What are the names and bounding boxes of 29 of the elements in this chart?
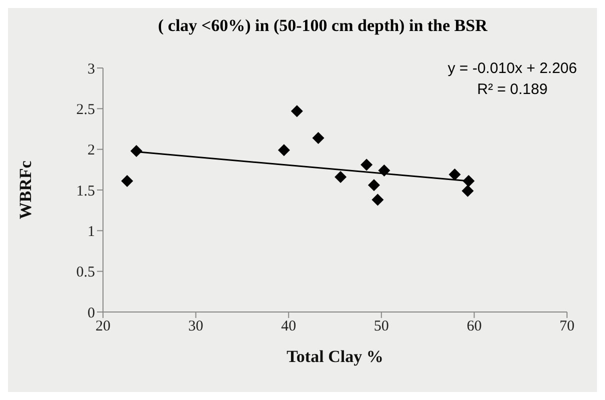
point [448,168,461,181]
x-tick-label: 70 [560,318,574,335]
x-tick-label: 20 [96,318,110,335]
point [368,179,380,192]
y-tick-label: 1 [88,224,95,240]
chart-title: ( clay <60%) in (50-100 cm depth) in the BSR [158,16,488,36]
x-tick-label: 30 [188,318,204,335]
annotation: y = -0.010x + 2.206 [448,59,577,79]
x-tick-label: 50 [374,318,389,335]
y-tick-label: 0.5 [76,264,95,281]
y-tick-label: 2 [88,142,95,159]
y-tick-label: 0 [88,305,95,322]
y-tick-label: 2.5 [76,102,95,118]
x-tick-label: 60 [466,318,482,335]
point [290,105,303,118]
point [278,144,290,156]
y-tick-label: 3 [88,61,95,78]
x-axis-title: Total Clay % [286,347,384,366]
x-tick-label: 40 [281,318,296,335]
point [130,144,142,157]
point [372,194,384,206]
point [360,158,373,171]
annotation: R² = 0.189 [476,80,549,100]
point [462,184,474,197]
y-axis-title: WBRFc [16,160,36,220]
point [334,170,347,183]
point [312,132,324,144]
point [121,175,134,188]
y-tick-label: 1.5 [76,183,95,200]
